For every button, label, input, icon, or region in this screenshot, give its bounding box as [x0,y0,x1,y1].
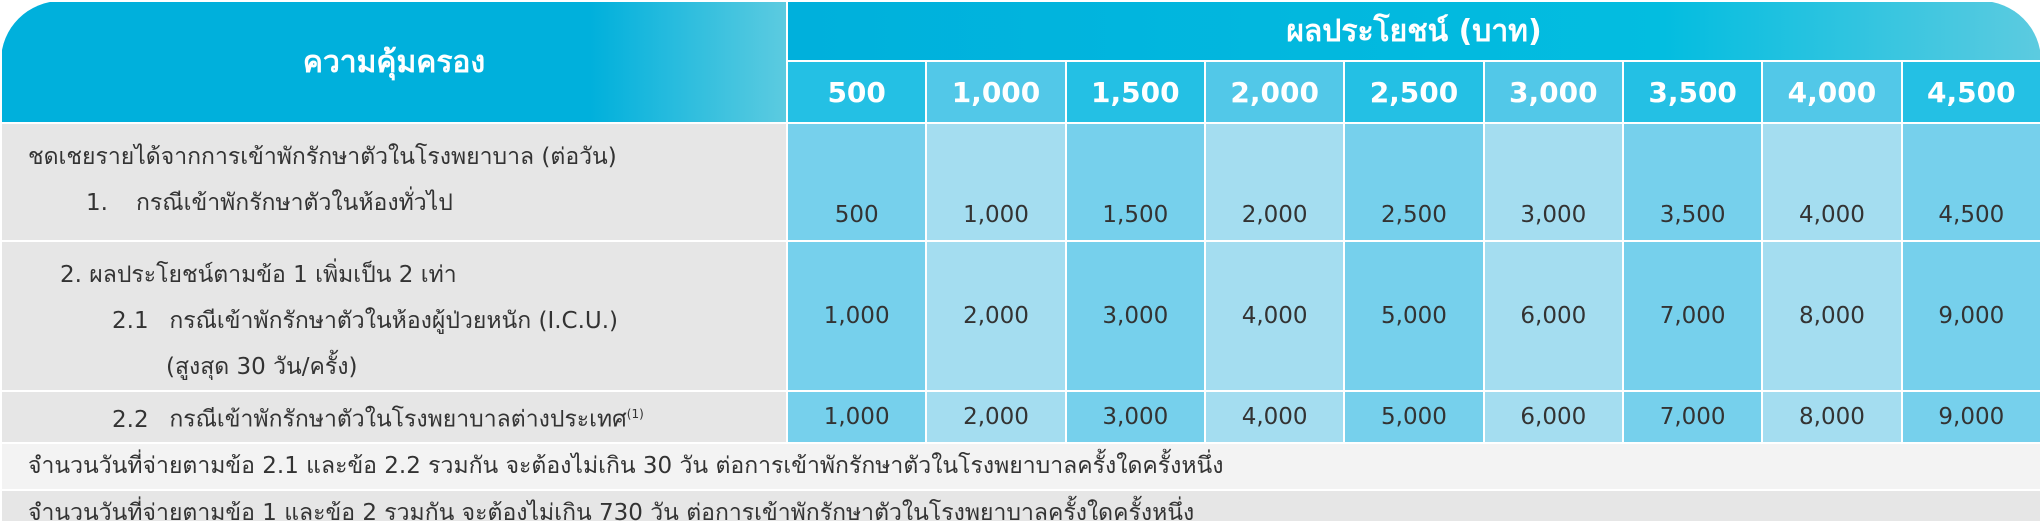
footnote-marker: (1) [626,407,644,421]
coverage-header: ความคุ้มครอง [0,0,788,124]
item-note: (สูงสุด 30 วัน/ครั้ง) [166,354,358,380]
plan-header: 4,000 [1761,60,1903,124]
benefit-value: 2,500 [1343,122,1485,242]
benefit-value: 4,500 [1900,122,2042,242]
section-title: 2. ผลประโยชน์ตามข้อ 1 เพิ่มเป็น 2 เท่า [60,262,457,288]
footer-note: จำนวนวันที่จ่ายตามข้อ 2.1 และข้อ 2.2 รวม… [0,441,2042,491]
benefit-value: 4,000 [1203,240,1346,392]
benefit-value: 4,000 [1203,390,1346,444]
benefit-value: 8,000 [1761,390,1903,444]
item-label: กรณีเข้าพักรักษาตัวในห้องทั่วไป [136,190,453,216]
plan-header: 1,500 [1064,60,1206,124]
row-label: ชดเชยรายได้จากการเข้าพักรักษาตัวในโรงพยา… [0,122,788,242]
plan-header: 500 [785,60,928,124]
footer-note: จำนวนวันที่จ่ายตามข้อ 1 และข้อ 2 รวมกัน … [0,488,2042,521]
benefit-value: 1,500 [1064,122,1206,242]
benefit-value: 1,000 [925,122,1067,242]
benefit-value: 3,000 [1064,390,1206,444]
benefit-value: 2,000 [925,240,1067,392]
benefit-header: ผลประโยชน์ (บาท) [786,0,2042,62]
plan-header: 3,500 [1621,60,1764,124]
benefit-value: 2,000 [1203,122,1346,242]
benefit-value: 9,000 [1900,240,2042,392]
row-label: 2.2 กรณีเข้าพักรักษาตัวในโรงพยาบาลต่างปร… [0,390,788,444]
plan-header: 3,000 [1482,60,1624,124]
item-number: 2.1 [112,308,149,334]
benefit-value: 4,000 [1761,122,1903,242]
benefit-value: 3,500 [1621,122,1764,242]
benefit-value: 6,000 [1482,390,1624,444]
benefit-value: 500 [785,122,928,242]
benefit-value: 1,000 [785,240,928,392]
plan-header: 4,500 [1900,60,2042,124]
item-label: กรณีเข้าพักรักษาตัวในห้องผู้ป่วยหนัก (I.… [169,308,619,334]
benefit-value: 7,000 [1621,240,1764,392]
plan-header: 2,500 [1343,60,1485,124]
benefit-value: 1,000 [785,390,928,444]
item-number: 1. [86,190,108,216]
benefit-value: 5,000 [1343,390,1485,444]
benefit-value: 8,000 [1761,240,1903,392]
plan-header-row: 500 1,000 1,500 2,000 2,500 3,000 3,500 4,000 4,… [1,60,2042,124]
row-label: 2. ผลประโยชน์ตามข้อ 1 เพิ่มเป็น 2 เท่า 2… [0,240,788,392]
plan-header: 1,000 [925,60,1067,124]
benefit-value: 6,000 [1482,240,1624,392]
benefit-value: 5,000 [1343,240,1485,392]
benefit-value: 3,000 [1064,240,1206,392]
benefit-value: 9,000 [1900,390,2042,444]
item-label: กรณีเข้าพักรักษาตัวในโรงพยาบาลต่างประเทศ [169,406,627,433]
table-row: 2. ผลประโยชน์ตามข้อ 1 เพิ่มเป็น 2 เท่า 2… [0,240,2042,392]
benefit-value: 2,000 [925,390,1067,444]
section-title: ชดเชยรายได้จากการเข้าพักรักษาตัวในโรงพยา… [28,144,617,170]
item-number: 2.2 [112,406,149,433]
benefit-value: 7,000 [1621,390,1764,444]
table-row: 2.2 กรณีเข้าพักรักษาตัวในโรงพยาบาลต่างปร… [0,390,2042,444]
benefit-value: 3,000 [1482,122,1624,242]
table-row: ชดเชยรายได้จากการเข้าพักรักษาตัวในโรงพยา… [0,122,2042,242]
plan-header: 2,000 [1203,60,1346,124]
